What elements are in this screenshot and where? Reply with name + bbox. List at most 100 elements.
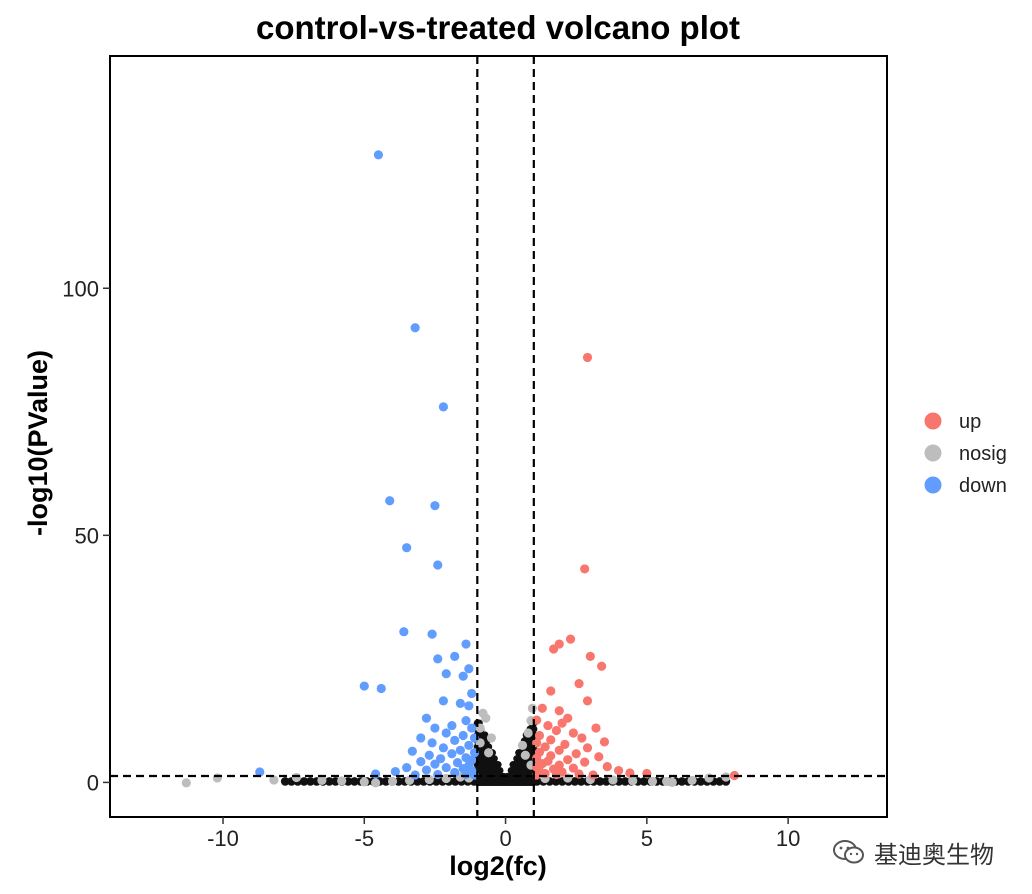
nosig-point [484, 748, 494, 758]
down-point [359, 681, 369, 691]
up-point [577, 733, 587, 743]
nosig-point [370, 778, 381, 788]
dense-point [595, 777, 605, 786]
dense-point [620, 777, 630, 786]
up-point [574, 769, 584, 779]
down-point [421, 765, 432, 775]
down-point [455, 745, 465, 755]
down-point [373, 150, 384, 160]
nosig-point [424, 774, 434, 785]
dense-point [576, 777, 586, 786]
dense-point [306, 777, 315, 786]
up-point [560, 739, 570, 749]
plot-panel [110, 56, 887, 817]
down-point [461, 716, 471, 726]
y-axis-label: -log10(PValue) [23, 350, 53, 536]
nosig-point [481, 713, 491, 723]
up-point [568, 763, 578, 773]
down-point [452, 758, 463, 768]
down-point [438, 696, 449, 706]
nosig-point [387, 776, 398, 787]
down-point [450, 735, 460, 746]
up-point [580, 757, 590, 767]
down-point [430, 759, 440, 769]
down-point [433, 560, 443, 570]
down-point [438, 743, 449, 753]
x-axis: -10 -5 0 5 10 [207, 817, 800, 851]
nosig-point [704, 773, 714, 783]
down-point [441, 762, 451, 773]
x-tick-label: -5 [355, 826, 375, 851]
down-point [458, 671, 468, 681]
up-point [568, 728, 578, 738]
down-point [450, 767, 460, 778]
x-tick-label: 10 [776, 826, 800, 851]
threshold-lines [110, 56, 887, 817]
dense-point [350, 777, 359, 786]
y-tick-label: 100 [62, 276, 99, 301]
up-point [599, 737, 610, 747]
up-point [582, 352, 593, 363]
down-point [447, 720, 457, 731]
down-point [455, 698, 465, 708]
down-point [427, 629, 437, 639]
up-point [585, 651, 595, 661]
up-point [554, 706, 564, 716]
up-point [563, 755, 573, 765]
x-axis-label: log2(fc) [449, 851, 547, 881]
legend-key-nosig [924, 444, 942, 462]
dense-point [639, 777, 649, 786]
up-point [571, 749, 581, 759]
up-point [546, 735, 556, 745]
up-point [551, 725, 562, 736]
legend: up nosig down [924, 411, 1007, 497]
down-point [255, 767, 265, 777]
dense-point [299, 777, 309, 786]
down-point [461, 639, 471, 649]
down-point [376, 683, 386, 694]
nosig-point [317, 775, 327, 786]
nosig-point [269, 775, 279, 785]
dense-point [570, 777, 580, 786]
up-point [565, 634, 576, 644]
down-point [390, 766, 400, 777]
dense-point [677, 777, 687, 786]
up-point [580, 564, 590, 574]
up-point [554, 745, 564, 755]
panel-background [110, 56, 887, 817]
dense-point [530, 778, 538, 787]
up-point [557, 718, 567, 728]
down-point [433, 654, 443, 664]
down-point [427, 738, 437, 748]
down-point [402, 543, 412, 553]
down-point [385, 496, 395, 506]
dense-point [280, 777, 290, 786]
down-point [416, 757, 426, 767]
up-point [546, 686, 556, 696]
down-point [441, 728, 451, 738]
down-point [464, 740, 474, 750]
legend-key-up [924, 412, 942, 430]
up-point [534, 730, 545, 741]
down-point [450, 651, 460, 661]
dense-point [431, 777, 441, 786]
down-point [424, 750, 434, 760]
nosig-point [212, 773, 222, 783]
nosig-point [181, 778, 191, 788]
up-point [594, 752, 604, 762]
down-point [438, 402, 449, 412]
nosig-point [647, 776, 658, 787]
up-point [582, 696, 593, 706]
chart-title: control-vs-treated volcano plot [256, 9, 740, 46]
down-point [399, 627, 409, 637]
down-point [458, 730, 468, 741]
nosig-point [520, 750, 530, 760]
down-point [430, 723, 440, 733]
down-point [464, 701, 474, 711]
points-layer [181, 150, 740, 788]
up-point [613, 765, 624, 776]
nosig-point [628, 776, 638, 786]
nosig-point [517, 740, 528, 750]
watermark: 基迪奥生物 [832, 832, 994, 872]
